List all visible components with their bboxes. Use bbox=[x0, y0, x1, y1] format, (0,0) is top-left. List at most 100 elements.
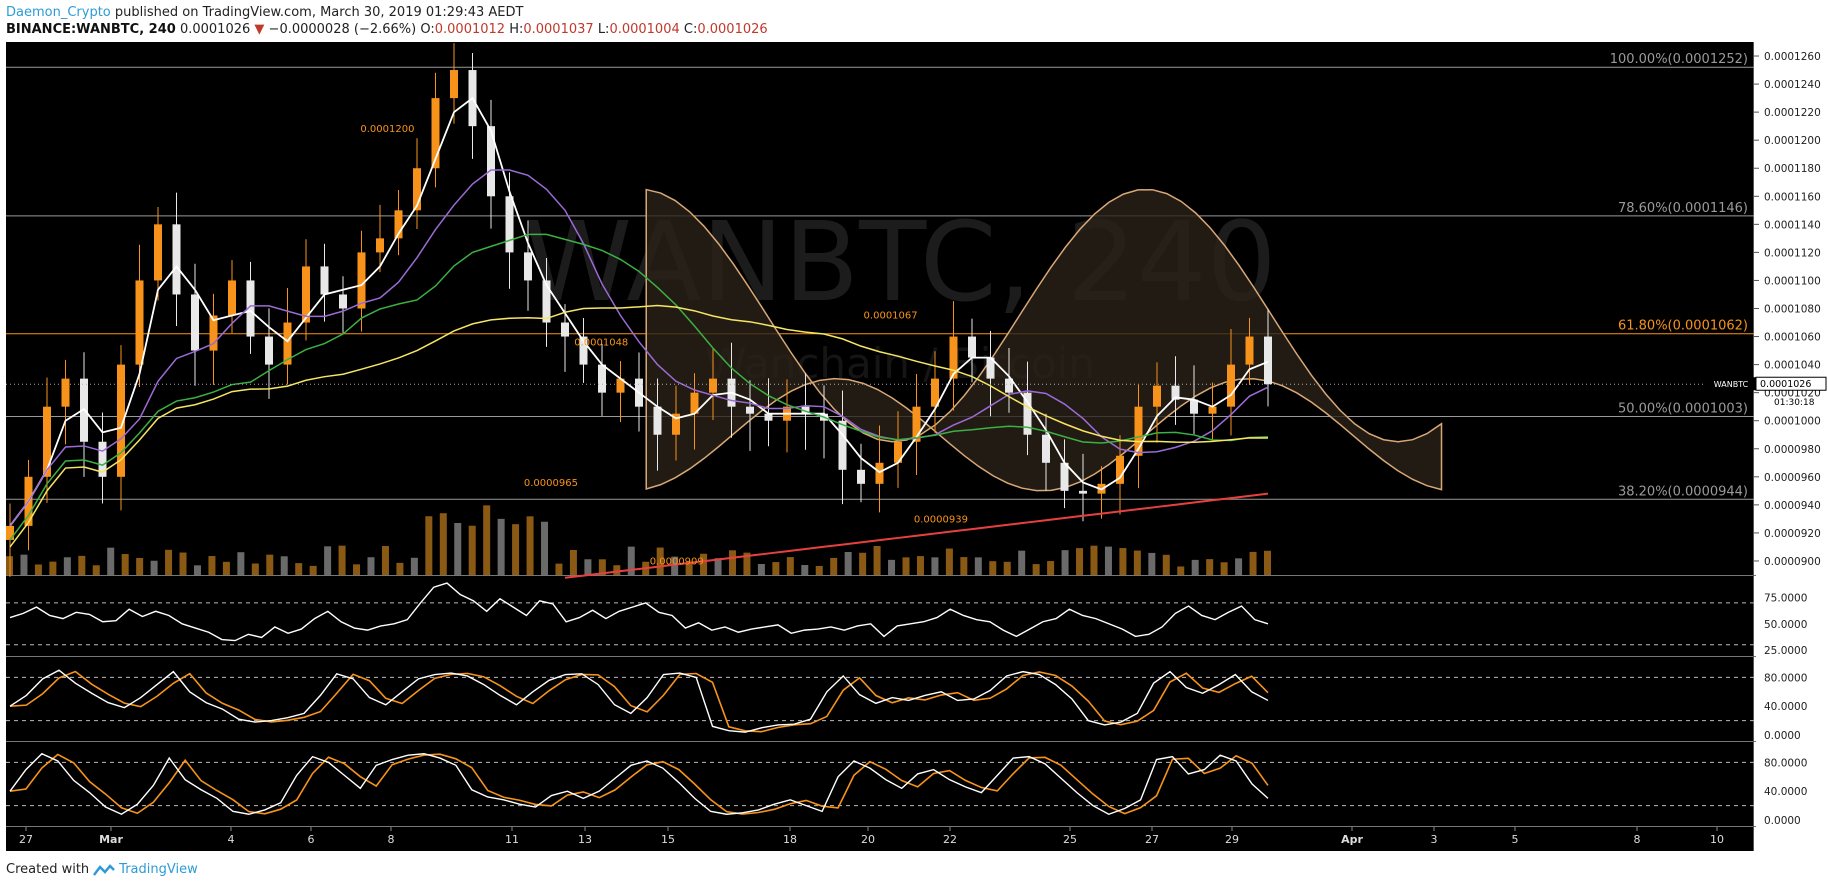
candle-body bbox=[413, 168, 421, 211]
volume-bar bbox=[786, 557, 794, 575]
price-tick-label: 0.0000940 bbox=[1764, 500, 1821, 512]
candle-body bbox=[61, 378, 70, 407]
candle-body bbox=[764, 413, 773, 421]
candle-body bbox=[135, 280, 144, 365]
volume-bar bbox=[830, 557, 838, 575]
ohlc-line: BINANCE:WANBTC, 240 0.0001026 ▼ −0.00000… bbox=[6, 21, 768, 38]
footer: Created with TradingView bbox=[6, 862, 198, 877]
oscillator-tick-label: 40.0000 bbox=[1764, 786, 1807, 798]
volume-bar bbox=[743, 552, 751, 575]
volume-bar bbox=[338, 545, 346, 575]
price-tick-label: 0.0001140 bbox=[1764, 219, 1821, 231]
created-with-text: Created with bbox=[6, 862, 90, 877]
volume-bar bbox=[888, 559, 896, 575]
volume-bar bbox=[1148, 552, 1156, 575]
candle-body bbox=[450, 70, 458, 99]
candle-body bbox=[1079, 490, 1087, 494]
candle-body bbox=[431, 98, 440, 169]
price-tick-label: 0.0001220 bbox=[1764, 107, 1821, 119]
open-value: 0.0001012 bbox=[434, 22, 506, 37]
time-tick-label: 3 bbox=[1431, 833, 1438, 846]
volume-bar bbox=[1119, 548, 1127, 575]
candle-body bbox=[561, 322, 569, 337]
high-label: H: bbox=[509, 22, 524, 37]
volume-bar bbox=[78, 555, 86, 575]
candle-body bbox=[672, 413, 680, 435]
volume-bar bbox=[92, 565, 100, 575]
volume-bar bbox=[757, 564, 765, 575]
candle-body bbox=[1060, 462, 1069, 491]
price-tick-label: 0.0001060 bbox=[1764, 332, 1821, 344]
volume-bar bbox=[512, 524, 520, 575]
volume-bar bbox=[613, 565, 621, 575]
volume-bar bbox=[179, 552, 187, 575]
volume-bar bbox=[569, 549, 577, 575]
volume-bar bbox=[772, 562, 780, 575]
time-tick-label: 20 bbox=[861, 833, 875, 846]
tradingview-link[interactable]: TradingView bbox=[119, 862, 198, 877]
volume-bar bbox=[34, 564, 42, 575]
volume-bar bbox=[1249, 551, 1257, 575]
time-tick-label: Apr bbox=[1341, 833, 1363, 846]
oscillator-line bbox=[9, 582, 1269, 642]
candle-body bbox=[487, 126, 495, 197]
volume-bar bbox=[20, 554, 28, 575]
volume-bar bbox=[873, 545, 881, 575]
time-tick-label: 27 bbox=[1145, 833, 1159, 846]
candle-body bbox=[801, 406, 810, 414]
oscillator-line bbox=[9, 752, 1269, 816]
price-tick-label: 0.0000980 bbox=[1764, 444, 1821, 456]
high-value: 0.0001037 bbox=[523, 22, 594, 37]
ema-yellow-line bbox=[9, 304, 1269, 548]
candle-body bbox=[894, 441, 902, 463]
candle-body bbox=[653, 406, 662, 435]
price-annotation: 0.0001048 bbox=[574, 337, 628, 348]
volume-bar bbox=[584, 559, 592, 575]
ema-white-line bbox=[9, 96, 1269, 527]
oscillator-signal-line bbox=[9, 670, 1269, 733]
volume-bar bbox=[1061, 550, 1069, 575]
candle-body bbox=[579, 336, 588, 365]
fib-level-label: 50.00%(0.0001003) bbox=[1618, 402, 1748, 417]
candle-body bbox=[98, 441, 107, 477]
volume-bar bbox=[541, 521, 549, 575]
candle-body bbox=[875, 462, 884, 484]
current-price-symbol: WANBTC bbox=[1714, 380, 1749, 389]
time-tick-label: 5 bbox=[1512, 833, 1519, 846]
author-link[interactable]: Daemon_Crypto bbox=[6, 5, 111, 20]
volume-bar bbox=[295, 563, 303, 575]
price-annotation: 0.0001200 bbox=[360, 124, 414, 135]
candle-body bbox=[690, 392, 699, 414]
volume-bar bbox=[454, 522, 462, 575]
symbol-label: BINANCE:WANBTC, 240 bbox=[6, 22, 176, 37]
oscillator-tick-label: 80.0000 bbox=[1764, 757, 1807, 769]
volume-bar bbox=[193, 565, 201, 575]
time-tick-label: 6 bbox=[308, 833, 315, 846]
volume-bar bbox=[280, 556, 288, 575]
volume-bar bbox=[136, 557, 144, 575]
candle-body bbox=[209, 315, 218, 351]
chart-header: Daemon_Crypto published on TradingView.c… bbox=[6, 4, 768, 38]
countdown-label: 01:30:18 bbox=[1774, 398, 1815, 408]
open-label: O: bbox=[420, 22, 435, 37]
time-tick-label: 15 bbox=[661, 833, 675, 846]
oscillator-pane bbox=[6, 742, 1754, 826]
time-tick-label: 10 bbox=[1710, 833, 1724, 846]
candle-body bbox=[857, 469, 865, 484]
volume-bar bbox=[1032, 564, 1040, 575]
candle-body bbox=[228, 280, 236, 316]
candle-body bbox=[986, 357, 995, 379]
price-tick-label: 0.0001040 bbox=[1764, 360, 1821, 372]
ichimoku-base-line bbox=[9, 169, 1269, 527]
volume-bar bbox=[916, 556, 924, 575]
down-arrow-icon: ▼ bbox=[254, 22, 265, 37]
volume-bar bbox=[381, 545, 389, 575]
price-tick-label: 0.0001200 bbox=[1764, 135, 1821, 147]
current-price-value: 0.0001026 bbox=[1760, 379, 1811, 390]
volume-bar bbox=[656, 547, 664, 575]
candle-body bbox=[598, 364, 606, 393]
oscillator-tick-label: 0.0000 bbox=[1764, 815, 1801, 827]
volume-bar bbox=[63, 557, 71, 575]
tradingview-logo-icon bbox=[93, 863, 116, 876]
